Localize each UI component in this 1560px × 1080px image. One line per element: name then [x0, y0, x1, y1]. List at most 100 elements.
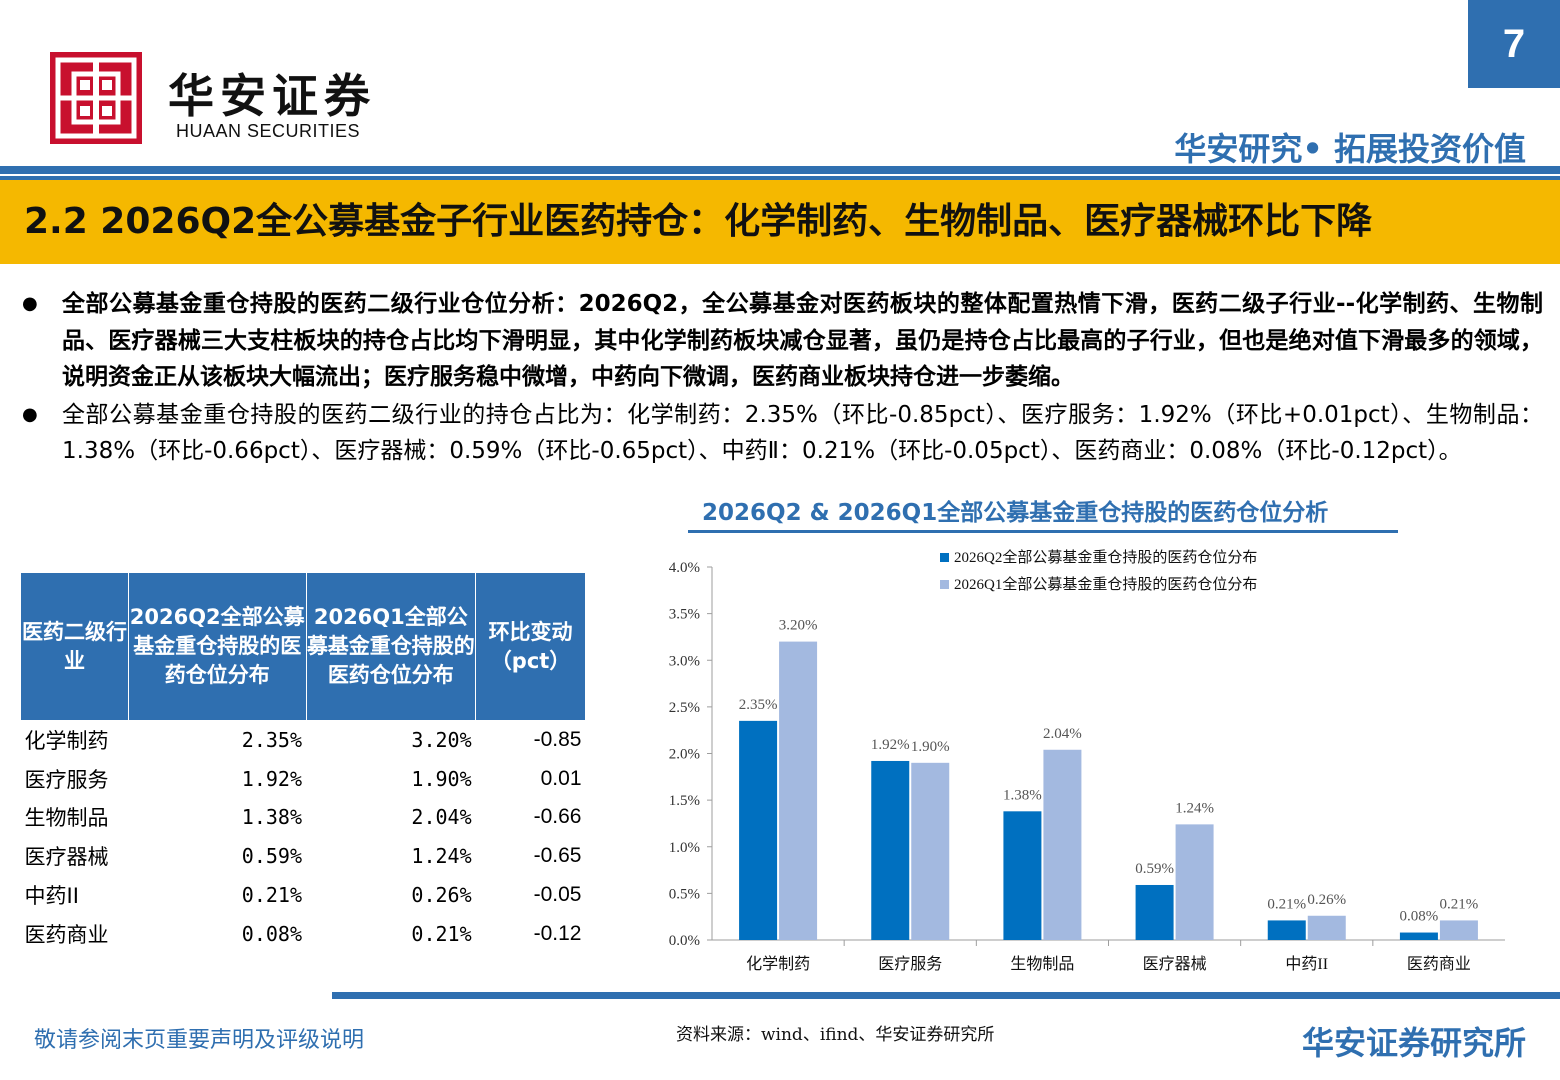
bullet-text: 全部公募基金重仓持股的医药二级行业的持仓占比为：化学制药：2.35%（环比-0.… [62, 401, 1543, 465]
table-row: 生物制品 1.38% 2.04% -0.66 [21, 798, 586, 837]
bullet-item: ● 全部公募基金重仓持股的医药二级行业仓位分析：2026Q2，全公募基金对医药板… [18, 286, 1543, 396]
footer-divider [332, 992, 1560, 999]
table-cell: 0.08% [241, 921, 302, 946]
table-cell: 0.26% [411, 883, 472, 908]
data-label: 2.04% [1043, 726, 1082, 742]
table-header-cell: 2026Q1全部公募基金重仓持股的医药仓位分布 [305, 572, 477, 721]
table-cell: 0.59% [241, 844, 302, 869]
x-tick-label: 医疗服务 [878, 955, 942, 973]
bar [1175, 824, 1214, 940]
brand-name-en: HUAAN SECURITIES [176, 121, 361, 141]
y-tick-label: 3.0% [669, 653, 700, 669]
bar [1135, 884, 1174, 940]
disclaimer-text: 敬请参阅末页重要声明及评级说明 [34, 1028, 365, 1053]
x-tick-label: 生物制品 [1010, 955, 1074, 973]
bullet-icon: ● [22, 293, 38, 314]
table-cell: 医疗服务 [24, 767, 109, 792]
table-header-cell: 环比变动（pct） [475, 572, 586, 721]
institute-name: 华安证券研究所 [1301, 1024, 1526, 1062]
chart-title-underline [688, 530, 1398, 533]
x-tick-label: 化学制药 [746, 955, 810, 973]
bar [739, 720, 778, 940]
data-label: 0.08% [1400, 909, 1439, 925]
table-header-row: 医药二级行业 2026Q2全部公募基金重仓持股的医药仓位分布 2026Q1全部公… [20, 572, 586, 721]
legend-label: 2026Q1全部公募基金重仓持股的医药仓位分布 [954, 575, 1257, 593]
table-header-cell: 医药二级行业 [20, 572, 129, 721]
table-cell: 0.21% [411, 921, 472, 946]
page-number: 7 [1468, 0, 1560, 88]
header-divider [0, 166, 1560, 174]
bar [1003, 811, 1042, 940]
legend-swatch [940, 580, 949, 589]
table-cell: 生物制品 [24, 806, 109, 831]
bullet-text: 全部公募基金重仓持股的医药二级行业仓位分析：2026Q2，全公募基金对医药板块的… [62, 291, 1543, 390]
table-cell: -0.65 [533, 844, 582, 868]
data-label: 1.38% [1003, 787, 1042, 803]
data-label: 1.92% [871, 737, 910, 753]
table-header-cell: 2026Q2全部公募基金重仓持股的医药仓位分布 [127, 572, 307, 721]
data-label: 1.24% [1175, 800, 1214, 816]
table-cell: 1.90% [411, 766, 472, 791]
bar [871, 760, 910, 940]
y-tick-label: 0.0% [669, 933, 700, 949]
table-cell: -0.12 [533, 921, 582, 945]
data-label: 0.21% [1267, 896, 1306, 912]
data-label: 1.90% [911, 739, 950, 755]
table-cell: 1.92% [241, 766, 302, 791]
table-cell: 化学制药 [24, 729, 109, 754]
legend-label: 2026Q2全部公募基金重仓持股的医药仓位分布 [954, 548, 1257, 566]
y-tick-label: 0.5% [669, 886, 700, 902]
bar [1043, 749, 1082, 940]
source-note: 资料来源：wind、ifind、华安证券研究所 [676, 1025, 995, 1045]
brand-name-cn: 华安证券 [168, 69, 376, 123]
data-label: 3.20% [779, 618, 818, 634]
x-tick-label: 医疗器械 [1143, 955, 1207, 973]
bar [1307, 915, 1346, 940]
chart-title: 2026Q2 & 2026Q1全部公募基金重仓持股的医药仓位分析 [702, 500, 1329, 526]
table-row: 医药商业 0.08% 0.21% -0.12 [21, 914, 586, 953]
table-row: 化学制药 2.35% 3.20% -0.85 [21, 721, 586, 760]
bar [911, 762, 950, 940]
bar [1267, 920, 1306, 940]
bullet-list: ● 全部公募基金重仓持股的医药二级行业仓位分析：2026Q2，全公募基金对医药板… [18, 286, 1543, 470]
y-tick-label: 2.5% [669, 700, 700, 716]
table-cell: 0.21% [241, 883, 302, 908]
table-cell: 3.20% [411, 728, 472, 753]
holdings-table: 医药二级行业 2026Q2全部公募基金重仓持股的医药仓位分布 2026Q1全部公… [20, 572, 586, 953]
y-tick-label: 4.0% [669, 560, 700, 576]
table-cell: 1.38% [241, 805, 302, 830]
data-label: 0.26% [1307, 892, 1346, 908]
table-cell: 1.24% [411, 844, 472, 869]
table-cell: 中药II [24, 884, 79, 909]
table-cell: 2.35% [241, 728, 302, 753]
y-tick-label: 1.5% [669, 793, 700, 809]
data-label: 0.59% [1135, 861, 1174, 877]
x-tick-label: 中药II [1285, 955, 1328, 973]
y-tick-label: 2.0% [669, 747, 700, 763]
table-cell: 2.04% [411, 805, 472, 830]
table-cell: -0.05 [533, 883, 582, 907]
table-row: 医疗服务 1.92% 1.90% 0.01 [21, 759, 586, 798]
y-tick-label: 3.5% [669, 607, 700, 623]
legend-swatch [940, 553, 949, 562]
x-tick-label: 医药商业 [1407, 955, 1471, 973]
slogan: 华安研究• 拓展投资价值 [1174, 130, 1526, 168]
bar [1399, 932, 1438, 940]
y-tick-label: 1.0% [669, 840, 700, 856]
title-bar: 2.2 2026Q2全公募基金子行业医药持仓：化学制药、生物制品、医疗器械环比下… [0, 176, 1560, 264]
table-cell: 医药商业 [24, 922, 109, 947]
huaan-logo-icon [50, 52, 142, 144]
table-cell: -0.66 [533, 805, 582, 829]
bar-chart: 0.0% 0.5% 1.0% 1.5% 2.0% 2.5% 3.0% 3.5% 4.0% 化学制药… [669, 548, 1505, 973]
bar [1439, 920, 1478, 940]
data-label: 0.21% [1440, 896, 1479, 912]
bar [779, 641, 818, 940]
page-title: 2.2 2026Q2全公募基金子行业医药持仓：化学制药、生物制品、医疗器械环比下… [24, 201, 1373, 242]
table-row: 医疗器械 0.59% 1.24% -0.65 [21, 837, 586, 876]
table-cell: 0.01 [540, 766, 582, 790]
table-cell: 医疗器械 [24, 845, 109, 870]
table-cell: -0.85 [533, 728, 582, 752]
data-label: 2.35% [739, 697, 778, 713]
bullet-item: ● 全部公募基金重仓持股的医药二级行业的持仓占比为：化学制药：2.35%（环比-… [18, 397, 1543, 470]
bullet-icon: ● [22, 403, 38, 425]
